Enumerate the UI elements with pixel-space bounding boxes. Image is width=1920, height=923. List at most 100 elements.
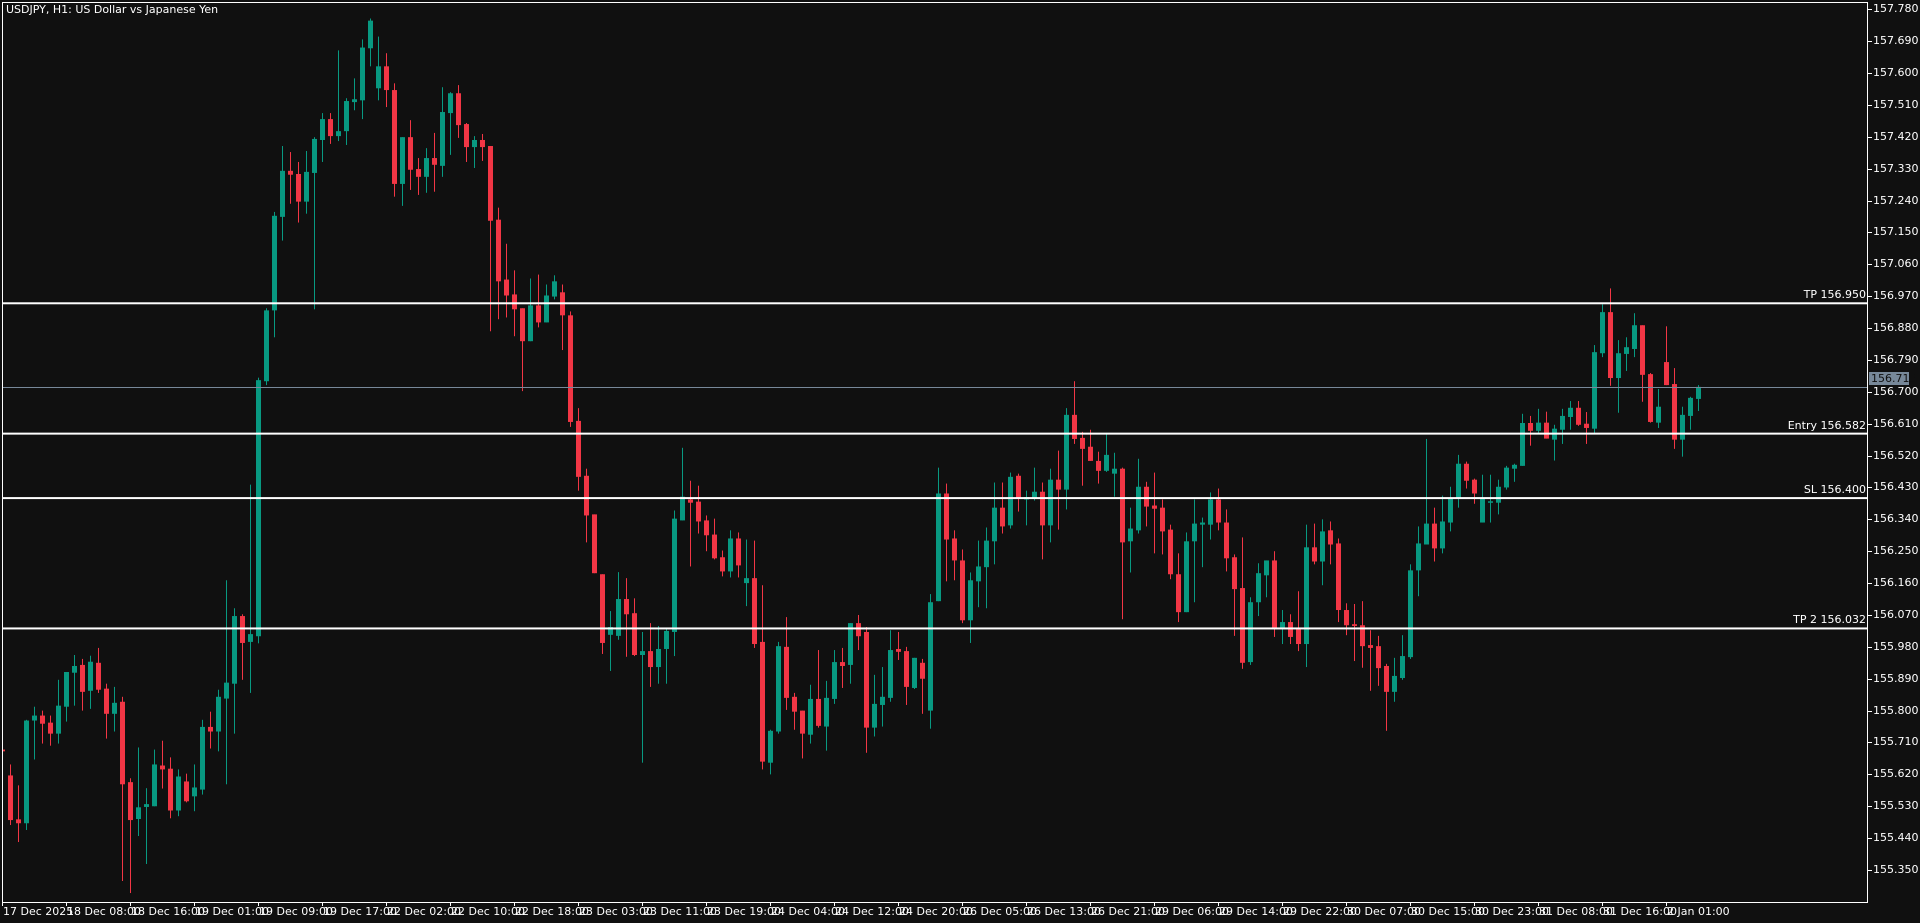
candle bbox=[1472, 478, 1477, 504]
candle-body bbox=[648, 651, 653, 668]
candle-wick bbox=[1026, 490, 1027, 526]
candle-body bbox=[824, 697, 829, 727]
candle-body bbox=[64, 672, 69, 707]
candle-body bbox=[320, 119, 325, 140]
candle bbox=[1576, 401, 1581, 426]
candle bbox=[496, 207, 501, 320]
time-tick bbox=[642, 902, 643, 906]
candle-body bbox=[840, 662, 845, 666]
time-axis-label: 30 Dec 15:00 bbox=[1411, 905, 1485, 918]
candle-wick bbox=[1386, 663, 1387, 731]
candle bbox=[288, 152, 293, 204]
candle-body bbox=[1576, 407, 1581, 425]
candle-wick bbox=[1090, 429, 1091, 461]
candle-body bbox=[456, 93, 461, 126]
candle bbox=[720, 550, 725, 577]
candle bbox=[1232, 554, 1237, 636]
candle-body bbox=[80, 664, 85, 692]
candle-body bbox=[200, 726, 205, 790]
candle bbox=[984, 527, 989, 609]
candle bbox=[32, 706, 37, 760]
axis-ticks bbox=[2, 9, 1872, 906]
candle-body bbox=[280, 170, 285, 217]
candle bbox=[1360, 601, 1365, 668]
candle bbox=[456, 85, 461, 138]
candle-body bbox=[912, 657, 917, 688]
candle bbox=[1336, 538, 1341, 623]
candle-wick bbox=[450, 92, 451, 155]
candle-body bbox=[1240, 588, 1245, 663]
candle bbox=[296, 161, 301, 223]
candle-body bbox=[904, 651, 909, 687]
candle bbox=[1024, 490, 1029, 526]
candle-body bbox=[416, 169, 421, 177]
candle-body bbox=[1144, 486, 1149, 507]
price-tick bbox=[1868, 583, 1872, 584]
candle-body bbox=[1624, 347, 1629, 354]
candle bbox=[824, 680, 829, 751]
candle bbox=[1688, 396, 1693, 430]
candle-body bbox=[1040, 491, 1045, 526]
candle bbox=[1560, 408, 1565, 444]
candle bbox=[1632, 313, 1637, 358]
candle-body bbox=[896, 648, 901, 652]
candle-body bbox=[672, 518, 677, 632]
price-axis-label: 156.430 bbox=[1873, 480, 1919, 494]
candle bbox=[1264, 560, 1269, 598]
candle bbox=[1520, 413, 1525, 466]
candle-body bbox=[1008, 476, 1013, 526]
candle-body bbox=[872, 703, 877, 728]
candle-body bbox=[600, 574, 605, 643]
level-line-tp[interactable] bbox=[2, 302, 1867, 305]
candle bbox=[856, 614, 861, 651]
candle bbox=[1592, 345, 1597, 433]
candle bbox=[216, 689, 221, 752]
time-tick bbox=[1282, 902, 1283, 906]
candle bbox=[1608, 288, 1613, 386]
candle-body bbox=[976, 566, 981, 582]
candle bbox=[1192, 499, 1197, 603]
candle bbox=[664, 629, 669, 684]
candle bbox=[40, 710, 45, 744]
candle bbox=[1344, 603, 1349, 636]
candle-body bbox=[848, 623, 853, 665]
candle-body bbox=[1672, 384, 1677, 440]
price-axis-label: 157.150 bbox=[1873, 225, 1919, 239]
time-axis-label: 22 Dec 10:00 bbox=[451, 905, 525, 918]
candle-body bbox=[1320, 531, 1325, 562]
level-line-tp2[interactable] bbox=[2, 627, 1867, 630]
candle-body bbox=[576, 420, 581, 477]
candle-wick bbox=[226, 580, 227, 785]
level-line-entry[interactable] bbox=[2, 432, 1867, 435]
candle bbox=[368, 18, 373, 67]
candle bbox=[1256, 563, 1261, 617]
time-axis-label: 22 Dec 18:00 bbox=[515, 905, 589, 918]
candle bbox=[1248, 597, 1253, 665]
candle-body bbox=[1352, 624, 1357, 626]
candle bbox=[816, 650, 821, 728]
candle-body bbox=[232, 616, 237, 684]
candle bbox=[904, 646, 909, 705]
candle bbox=[936, 467, 941, 602]
candle-body bbox=[1384, 665, 1389, 692]
candle-body bbox=[1072, 414, 1077, 439]
candle bbox=[968, 572, 973, 643]
candle-body bbox=[176, 776, 181, 811]
candle-body bbox=[240, 616, 245, 643]
candle bbox=[1064, 408, 1069, 510]
time-axis-label: 23 Dec 19:00 bbox=[707, 905, 781, 918]
candle-wick bbox=[1034, 467, 1035, 501]
time-tick bbox=[770, 902, 771, 906]
price-axis-label: 156.700 bbox=[1873, 384, 1919, 398]
candle bbox=[1112, 452, 1117, 497]
candle bbox=[104, 683, 109, 739]
candle-body bbox=[1520, 423, 1525, 466]
candle-body bbox=[888, 650, 893, 698]
time-tick bbox=[898, 902, 899, 906]
current-price-label: 156.715 bbox=[1869, 372, 1917, 385]
level-line-sl[interactable] bbox=[2, 497, 1867, 500]
candle-body bbox=[1336, 543, 1341, 611]
candle-body bbox=[376, 66, 381, 89]
candle-wick bbox=[842, 647, 843, 688]
